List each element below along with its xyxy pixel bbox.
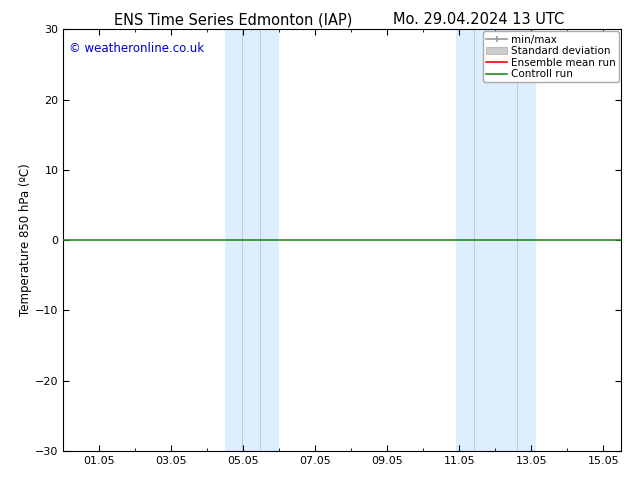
Legend: min/max, Standard deviation, Ensemble mean run, Controll run: min/max, Standard deviation, Ensemble me… — [483, 31, 619, 82]
Bar — [456, 29, 535, 451]
Text: ENS Time Series Edmonton (IAP): ENS Time Series Edmonton (IAP) — [114, 12, 353, 27]
Y-axis label: Temperature 850 hPa (ºC): Temperature 850 hPa (ºC) — [19, 164, 32, 317]
Text: © weatheronline.co.uk: © weatheronline.co.uk — [69, 42, 204, 55]
Text: Mo. 29.04.2024 13 UTC: Mo. 29.04.2024 13 UTC — [393, 12, 564, 27]
Bar — [225, 29, 278, 451]
